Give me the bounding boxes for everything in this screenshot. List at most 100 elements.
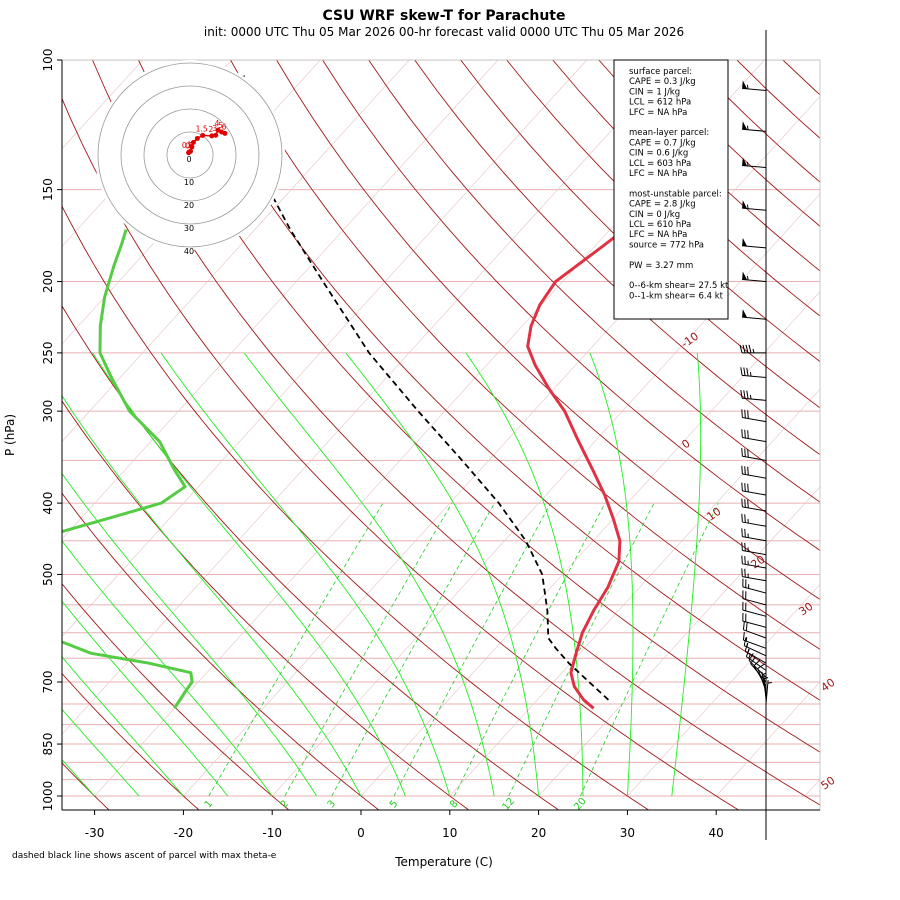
- background-lines: [62, 60, 820, 810]
- mixing-ratio-line: [331, 502, 495, 797]
- dry-adiabat-line: [138, 60, 820, 753]
- wind-barb: [765, 680, 772, 705]
- hodograph-ring-label: 40: [184, 247, 194, 256]
- mixing-ratio-line: [580, 502, 719, 797]
- wind-barb: [742, 631, 767, 649]
- hodograph-point: [187, 148, 193, 154]
- dry-adiabat-label: 20: [749, 553, 768, 572]
- y-axis-title: P (hPa): [3, 414, 17, 456]
- dry-adiabat-line: [62, 672, 200, 810]
- wind-barb: [744, 643, 767, 664]
- dry-adiabat-line: [782, 60, 820, 96]
- info-box-line: CIN = 1 J/kg: [629, 87, 680, 97]
- dry-adiabat-label: 30: [797, 600, 816, 619]
- moist-adiabat-line: [92, 352, 406, 797]
- dry-adiabat-line: [230, 60, 820, 650]
- info-box-line: LCL = 610 hPa: [629, 220, 691, 230]
- y-tick-label: 500: [41, 563, 55, 586]
- moist-adiabat-line: [465, 352, 584, 796]
- x-tick-label: 20: [531, 826, 546, 840]
- dry-adiabat-line: [460, 60, 820, 409]
- wind-barb: [741, 568, 767, 582]
- y-tick-label: 300: [41, 400, 55, 423]
- isotherm-line: [360, 291, 820, 797]
- mixing-ratio-line: [508, 502, 655, 797]
- info-box-line: CIN = 0.6 J/kg: [629, 149, 688, 159]
- y-tick-label: 100: [41, 49, 55, 72]
- hodograph-point: [213, 132, 219, 138]
- moist-adiabat-line: [62, 600, 229, 797]
- hodograph-ring-label: 30: [184, 224, 194, 233]
- moist-adiabat-line: [62, 395, 362, 797]
- wind-barb: [742, 200, 767, 211]
- info-box-line: LFC = NA hPa: [629, 108, 687, 118]
- info-box-line: CAPE = 2.8 J/kg: [629, 200, 696, 210]
- dry-adiabat-line: [184, 60, 820, 701]
- info-box-line: 0--1-km shear= 6.4 kt: [629, 291, 724, 301]
- hodograph-ring: [97, 62, 283, 248]
- wind-barb: [741, 465, 767, 479]
- hodograph-point: [190, 139, 196, 145]
- hodograph-point-label: 3: [212, 124, 217, 133]
- moist-adiabat-line: [62, 656, 184, 797]
- wind-barb: [740, 367, 767, 378]
- wind-barb: [741, 555, 767, 569]
- dry-adiabat-line: [276, 60, 820, 600]
- dry-adiabat-label: 40: [819, 676, 838, 695]
- dry-adiabat-line: [62, 205, 650, 810]
- dry-adiabat-line: [62, 305, 560, 810]
- isotherm-line: [62, 60, 410, 442]
- hodograph-point: [222, 130, 228, 136]
- isotherm-line: [271, 193, 820, 797]
- mixing-ratio-line: [393, 502, 552, 797]
- mixing-ratio-label: 5: [388, 798, 401, 810]
- info-box-line: most-unstable parcel:: [629, 189, 722, 199]
- hodograph-point-label: 6: [222, 122, 227, 131]
- hodograph-point-label: 0.5: [182, 141, 194, 150]
- mixing-ratio-line: [284, 502, 453, 797]
- mixing-ratio-line: [208, 502, 384, 797]
- x-tick-label: 0: [357, 826, 365, 840]
- wind-barb: [742, 601, 767, 617]
- hodograph-point-label: 0: [185, 142, 190, 151]
- y-tick-label: 850: [41, 733, 55, 756]
- wind-barb: [742, 621, 767, 639]
- dry-adiabat-line: [62, 400, 470, 810]
- hodograph-ring-label: 10: [184, 178, 194, 187]
- wind-barb: [763, 675, 769, 700]
- dry-adiabat-label: 0: [679, 437, 692, 452]
- hodograph-point: [194, 135, 200, 141]
- isotherm-line: [183, 95, 820, 797]
- hodograph-point-label: 1.5: [196, 124, 208, 133]
- info-box-line: LFC = NA hPa: [629, 169, 687, 179]
- info-box-line: mean-layer parcel:: [629, 128, 709, 138]
- wind-barb: [741, 409, 767, 423]
- hodograph-ring: [166, 131, 214, 179]
- wind-barb: [741, 429, 767, 443]
- wind-barb: [739, 344, 766, 354]
- info-box-line: CAPE = 0.7 J/kg: [629, 138, 696, 148]
- dry-adiabat-line: [92, 60, 820, 806]
- wind-barb: [742, 590, 767, 606]
- chart-subtitle: init: 0000 UTC Thu 05 Mar 2026 00-hr for…: [204, 25, 684, 39]
- wind-barb: [741, 448, 767, 461]
- dry-adiabat-line: [368, 60, 820, 503]
- info-box-line: 0--6-km shear= 27.5 kt: [629, 281, 729, 291]
- wind-barb: [741, 542, 767, 556]
- wind-barbs: [739, 30, 772, 840]
- hodograph-background: [95, 60, 285, 250]
- moist-adiabat-line: [243, 352, 495, 797]
- moist-adiabat-line: [160, 352, 451, 797]
- x-tick-label: -10: [262, 826, 282, 840]
- x-tick-label: -20: [174, 826, 194, 840]
- mixing-ratio-label: 1: [203, 798, 216, 810]
- info-box-line: CIN = 0 J/kg: [629, 210, 680, 220]
- wind-barb: [742, 237, 767, 249]
- hodograph-ring: [120, 85, 260, 225]
- x-tick-label: 10: [442, 826, 457, 840]
- dry-adiabat-line: [62, 492, 380, 810]
- y-tick-label: 700: [41, 671, 55, 694]
- wind-barb: [742, 612, 767, 628]
